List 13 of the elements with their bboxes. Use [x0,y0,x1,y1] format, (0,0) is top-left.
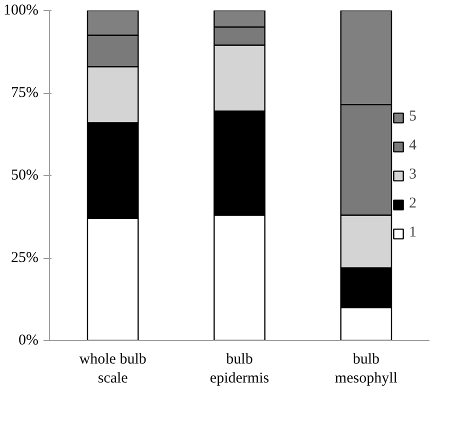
legend-label: 2 [409,196,418,212]
y-tick-label: 25% [11,250,39,266]
y-tick-label: 50% [11,168,39,184]
x-tick-label: bulb epidermis [210,352,270,387]
legend-label: 4 [409,138,418,154]
legend-label: 3 [409,166,418,184]
legend-label: 1 [409,224,418,242]
y-tick-label: 100% [4,2,39,18]
x-tick-label: whole bulb scale [79,352,146,387]
x-tick-label: bulb mesophyll [334,352,398,387]
y-tick-label: 75% [11,85,39,101]
legend-label: 5 [409,108,418,126]
y-tick-label: 0% [18,332,39,348]
